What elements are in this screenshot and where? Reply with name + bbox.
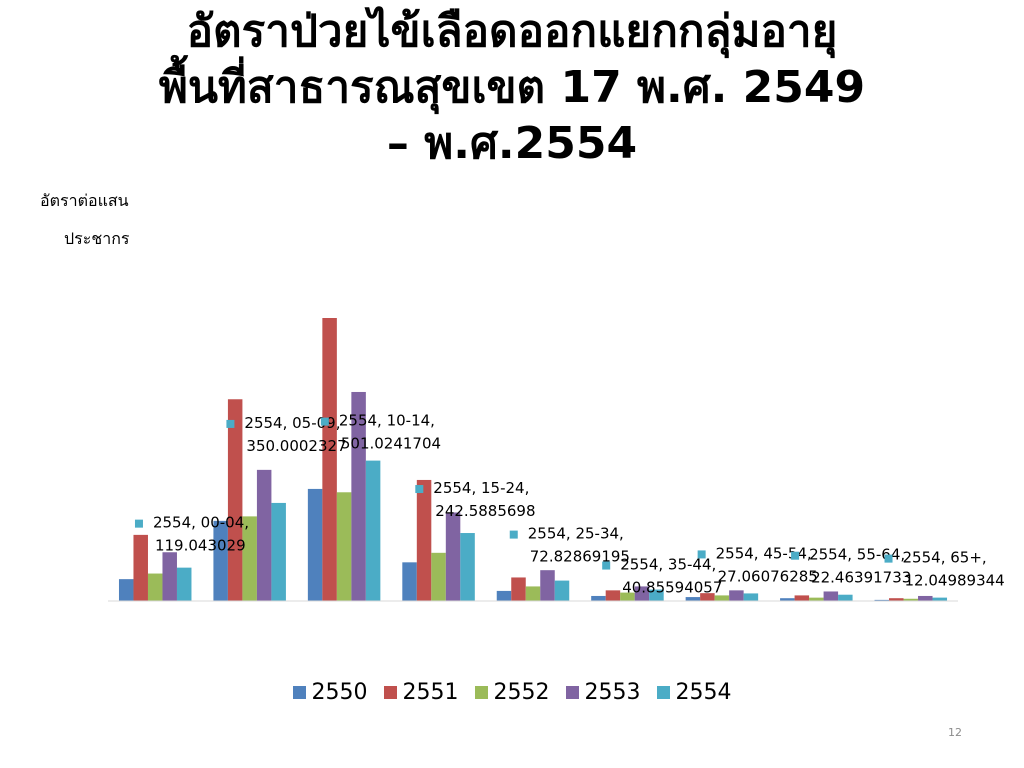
data-label-marker — [415, 485, 424, 494]
data-label-line-1: 2554, 25-34, — [528, 525, 624, 543]
data-label-marker — [697, 550, 706, 559]
bar-2554-55-64 — [838, 594, 853, 601]
bar-2550-00-04 — [118, 579, 134, 601]
data-label-marker — [791, 551, 800, 560]
data-label-line-1: 2554, 05-09, — [244, 414, 340, 432]
data-label-line-2: 22.46391733 — [811, 569, 911, 587]
data-label-marker — [602, 561, 611, 570]
legend-swatch — [474, 686, 488, 699]
bar-2552-05-09 — [242, 516, 257, 601]
data-label-marker — [509, 530, 518, 539]
bar-2550-05-09 — [213, 520, 228, 601]
legend-label: 2551 — [402, 680, 459, 705]
bar-2551-15-24 — [416, 479, 432, 601]
bar-2552-55-64 — [809, 597, 824, 601]
data-label-marker — [134, 519, 143, 528]
bar-2554-35-44 — [649, 589, 664, 601]
bar-2553-00-04 — [162, 552, 177, 601]
bar-2554-15-24 — [460, 533, 475, 601]
data-label-marker — [320, 417, 329, 426]
title-line-3: – พ.ศ.2554 — [386, 118, 638, 169]
page-number: 12 — [948, 726, 962, 739]
data-label-line-2: 350.0002327 — [246, 437, 346, 455]
bar-2554-25-34 — [554, 580, 570, 601]
bar-2550-55-64 — [780, 598, 795, 601]
title-line-1: อัตราป่วยไข้เลือดออกแยกกลุ่มอายุ — [186, 6, 838, 57]
legend-swatch — [656, 686, 670, 699]
data-label-line-2: 72.82869195 — [530, 548, 630, 566]
data-label-marker — [884, 554, 893, 563]
legend-swatch — [292, 686, 306, 699]
bar-2554-05-09 — [271, 502, 286, 601]
legend-item-2551: 2551 — [383, 680, 459, 705]
legend-label: 2553 — [584, 680, 641, 705]
slide-title: อัตราป่วยไข้เลือดออกแยกกลุ่มอายุ พื้นที่… — [20, 4, 1004, 172]
bar-2550-45-54 — [685, 597, 701, 601]
bar-2551-10-14 — [322, 318, 337, 601]
bar-2551-45-54 — [700, 593, 715, 601]
legend-item-2552: 2552 — [474, 680, 550, 705]
bar-2552-65+ — [903, 598, 919, 601]
legend-item-2554: 2554 — [656, 680, 732, 705]
bar-2552-10-14 — [336, 492, 352, 601]
data-label-line-1: 2554, 55-64, — [809, 546, 905, 564]
data-label-line-1: 2554, 00-04, — [153, 514, 249, 532]
bar-2550-35-44 — [591, 595, 606, 601]
legend-label: 2554 — [675, 680, 732, 705]
bar-2551-35-44 — [605, 590, 621, 601]
bar-2550-10-14 — [307, 488, 323, 601]
bar-2554-10-14 — [365, 460, 381, 601]
bar-2553-55-64 — [823, 591, 839, 601]
legend-label: 2552 — [493, 680, 550, 705]
bar-2553-05-09 — [256, 469, 272, 601]
legend-swatch — [383, 686, 397, 699]
data-label-line-1: 2554, 45-54, — [716, 544, 812, 562]
bar-2553-15-24 — [445, 512, 461, 601]
bar-2553-10-14 — [351, 391, 366, 601]
bar-2551-05-09 — [227, 399, 243, 601]
bar-2553-25-34 — [540, 570, 555, 601]
bar-2553-35-44 — [634, 586, 650, 601]
data-label-line-2: 501.0241704 — [341, 435, 441, 453]
bar-2553-45-54 — [729, 590, 744, 601]
bar-2553-65+ — [918, 595, 933, 601]
y-axis-label-line-2: ประชากร — [64, 229, 130, 248]
bar-2552-00-04 — [147, 573, 163, 601]
legend-item-2553: 2553 — [565, 680, 641, 705]
bar-2552-25-34 — [525, 586, 541, 601]
data-label-line-2: 119.043029 — [155, 537, 246, 555]
title-line-2: พื้นที่สาธารณสุขเขต 17 พ.ศ. 2549 — [158, 62, 866, 113]
bar-2554-65+ — [932, 597, 948, 601]
bar-2551-25-34 — [511, 577, 526, 601]
bar-2550-25-34 — [496, 590, 512, 601]
bar-2552-35-44 — [620, 592, 635, 601]
data-label-line-2: 242.5885698 — [435, 502, 535, 520]
data-label-line-2: 40.85594057 — [622, 579, 722, 597]
legend-label: 2550 — [311, 680, 368, 705]
data-label-marker — [226, 419, 235, 428]
chart-legend: 2550 2551 2552 2553 2554 — [0, 680, 1024, 705]
y-axis-label: อัตราต่อแสน ประชากร — [40, 182, 129, 258]
legend-swatch — [565, 686, 579, 699]
data-label-line-2: 12.04989344 — [905, 572, 1005, 590]
bar-2554-00-04 — [176, 567, 192, 601]
bar-2554-45-54 — [743, 593, 759, 601]
bar-2550-65+ — [874, 599, 890, 601]
data-label-line-1: 2554, 65+, — [903, 549, 987, 567]
bar-2552-45-54 — [714, 595, 730, 601]
data-label-line-2: 27.06076285 — [718, 567, 818, 585]
bar-2552-15-24 — [431, 552, 446, 601]
data-label-line-1: 2554, 15-24, — [433, 479, 529, 497]
y-axis-label-line-1: อัตราต่อแสน — [40, 191, 129, 210]
bar-2551-65+ — [889, 598, 904, 601]
data-label-line-1: 2554, 35-44, — [620, 556, 716, 574]
legend-item-2550: 2550 — [292, 680, 368, 705]
data-label-line-1: 2554, 10-14, — [339, 412, 435, 430]
bar-2551-00-04 — [133, 534, 148, 601]
bar-2551-55-64 — [794, 595, 810, 601]
bar-2550-15-24 — [402, 562, 417, 601]
